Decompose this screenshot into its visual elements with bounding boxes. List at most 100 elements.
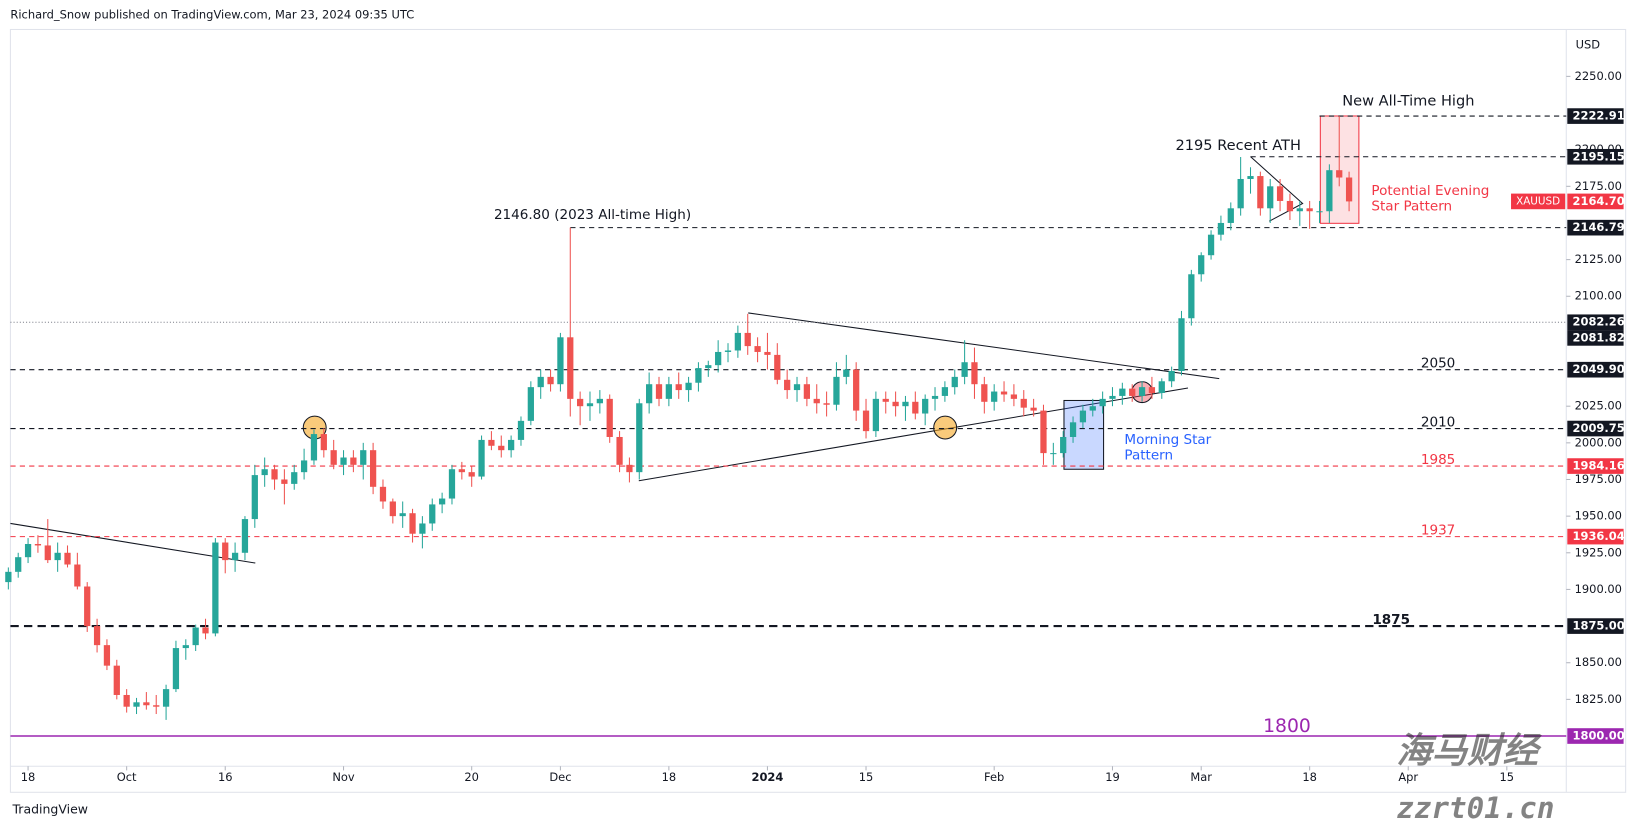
candle-body xyxy=(24,543,32,558)
currency: USD xyxy=(1576,38,1601,52)
price-label-bg xyxy=(1567,361,1624,378)
candle-body xyxy=(991,391,998,402)
candle-body xyxy=(1336,170,1343,178)
x-tick-label: 20 xyxy=(464,770,479,784)
watermark: 海马财经 xyxy=(1396,731,1542,772)
x-tick-label: Dec xyxy=(549,770,571,784)
y-tick-label: 2175.00 xyxy=(1575,179,1622,193)
candle-body xyxy=(1178,318,1185,372)
candle-body xyxy=(1217,222,1225,235)
candle-body xyxy=(912,401,919,414)
candle-body xyxy=(1000,391,1008,395)
candle-body xyxy=(1345,177,1353,202)
price-label: 1800.00 xyxy=(1573,729,1625,743)
price-label-bg xyxy=(1567,618,1624,634)
candle-body xyxy=(93,626,101,646)
candle-body xyxy=(241,519,249,553)
candle-body xyxy=(1158,381,1165,394)
price-label-bg xyxy=(1567,458,1624,474)
candle-body xyxy=(113,665,120,695)
candle-body xyxy=(192,627,199,646)
annotation: Potential Evening xyxy=(1371,183,1489,199)
candle-body xyxy=(389,501,396,517)
candle-body xyxy=(961,362,968,377)
level-text: 2010 xyxy=(1421,414,1455,430)
price-label: 1875.00 xyxy=(1573,619,1625,633)
x-tick-label: Oct xyxy=(117,770,137,784)
price-label-bg xyxy=(1567,528,1624,545)
y-tick-label: 1950.00 xyxy=(1575,509,1622,523)
candle-body xyxy=(1020,398,1027,408)
x-tick-label: 18 xyxy=(1302,770,1317,784)
level-text: 1937 xyxy=(1421,522,1455,538)
candle-body xyxy=(606,398,613,437)
x-tick-label: 15 xyxy=(1500,770,1515,784)
candle-body xyxy=(1306,208,1313,212)
level-text: 2050 xyxy=(1421,355,1455,371)
candle-body xyxy=(478,439,485,477)
candle-body xyxy=(744,332,751,347)
candle-body xyxy=(84,586,91,627)
annotation: 2195 Recent ATH xyxy=(1175,137,1300,154)
candle-body xyxy=(715,351,722,366)
candle-body xyxy=(1227,208,1234,223)
candle-body xyxy=(567,337,574,399)
candle-body xyxy=(951,376,958,388)
candle-body xyxy=(1257,176,1264,209)
candle-body xyxy=(488,439,495,446)
candle-body xyxy=(103,645,111,666)
candle-body xyxy=(153,705,160,707)
candle-body xyxy=(15,557,22,572)
candle-body xyxy=(547,376,554,385)
candle-body xyxy=(1030,407,1037,411)
y-tick-label: 1975.00 xyxy=(1575,472,1622,486)
symbol-bg xyxy=(1511,193,1566,210)
frame xyxy=(9,28,1627,793)
candle-body xyxy=(941,387,949,396)
price-label-bg xyxy=(1567,148,1624,165)
level-text: 1800 xyxy=(1263,716,1311,737)
price-label-bg xyxy=(1567,108,1624,124)
candle-body xyxy=(320,434,327,451)
last-price-bg xyxy=(1567,193,1624,210)
candle-body xyxy=(399,513,406,517)
price-label: 1984.16 xyxy=(1573,459,1625,473)
candle-body xyxy=(1079,410,1087,423)
x-tick-label: Feb xyxy=(984,770,1004,784)
candle-body xyxy=(1069,422,1077,437)
candle-body xyxy=(1148,387,1156,394)
pennant xyxy=(1250,156,1304,222)
candle-body xyxy=(813,398,820,404)
candle-body xyxy=(1296,208,1303,212)
candle-body xyxy=(527,387,534,421)
candle-body xyxy=(202,627,209,634)
candle-body xyxy=(1129,388,1136,396)
candle-body xyxy=(882,398,889,402)
candle-body xyxy=(626,464,633,473)
candle-body xyxy=(1326,170,1333,212)
candle-body xyxy=(300,460,308,473)
price-label: 2195.15 xyxy=(1573,149,1625,163)
price-label-bg xyxy=(1567,728,1624,744)
candle-body xyxy=(281,479,288,484)
candle-body xyxy=(1267,186,1274,209)
candle-body xyxy=(251,475,258,520)
candle-body xyxy=(448,469,456,499)
trendline xyxy=(638,387,1189,482)
candle-body xyxy=(340,457,347,465)
candle-body xyxy=(872,398,880,432)
candle-body xyxy=(419,523,426,534)
candle-body xyxy=(1119,388,1126,396)
candle-body xyxy=(1099,398,1106,407)
candle-body xyxy=(803,384,811,399)
trendline xyxy=(748,312,1220,380)
candle-body xyxy=(162,689,170,707)
candle-body xyxy=(261,469,268,476)
y-tick-label: 1825.00 xyxy=(1575,692,1622,706)
candle-body xyxy=(1109,395,1116,399)
x-tick-label: 18 xyxy=(21,770,36,784)
candle-body xyxy=(517,420,525,440)
price-label: 2081.82 xyxy=(1573,330,1625,344)
